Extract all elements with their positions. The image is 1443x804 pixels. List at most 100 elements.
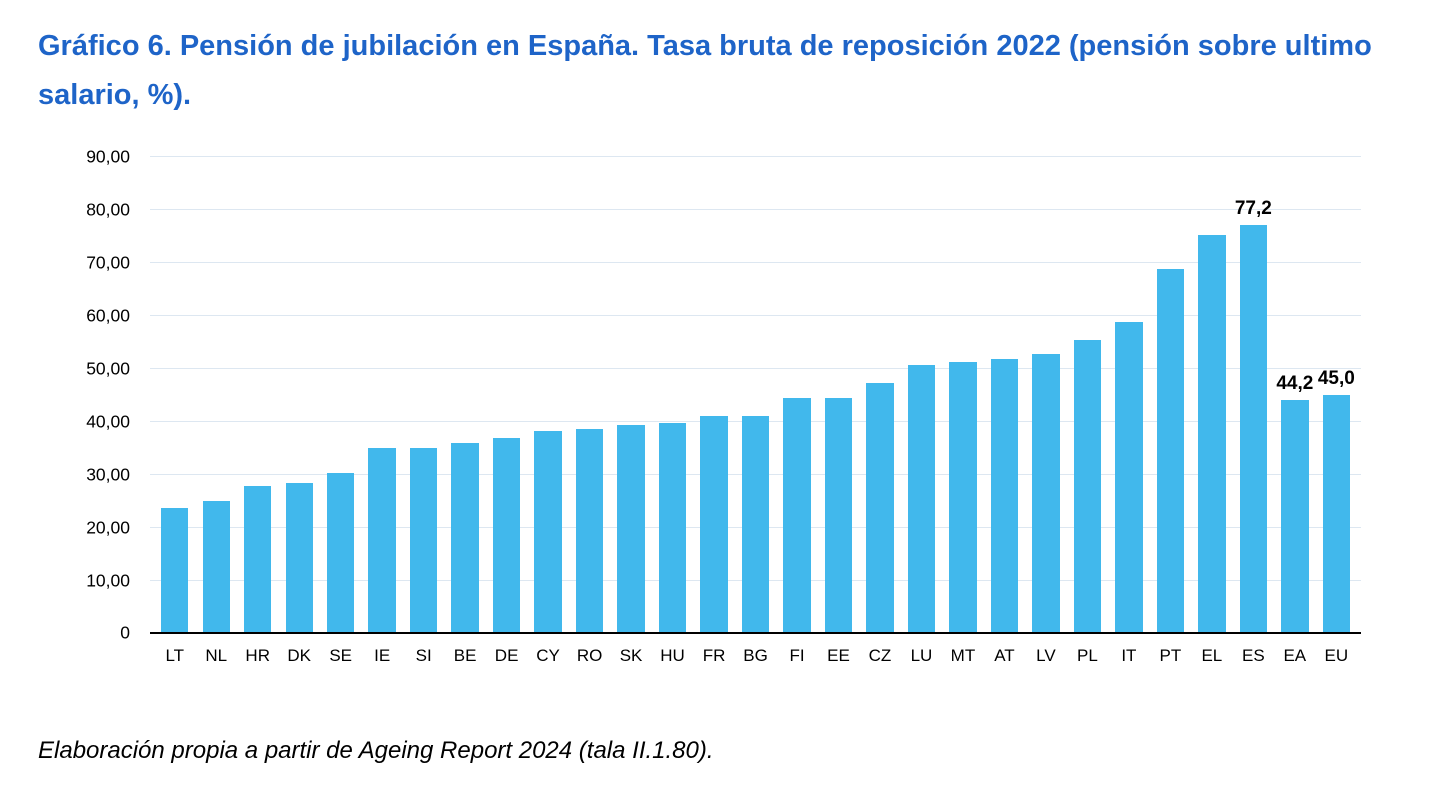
bar-cy	[534, 431, 562, 634]
bar-at	[990, 358, 1019, 634]
x-axis-label: HU	[660, 646, 685, 666]
y-axis-tick-label: 90,00	[86, 146, 130, 167]
bar-el	[1198, 235, 1226, 634]
x-axis-label: IE	[374, 646, 391, 666]
bar-chart: LT NL HR DK SE IE SI BE DE CY RO SK HU FR BG FI EE CZ LU MT…	[38, 143, 1403, 675]
x-axis-label: CY	[536, 646, 560, 666]
x-axis-label: PT	[1159, 646, 1182, 666]
x-axis-label: LV	[1036, 646, 1056, 666]
gridline	[150, 315, 1361, 317]
bar-slot: DK	[278, 157, 319, 665]
bar-lt	[161, 507, 189, 634]
x-axis-line	[150, 632, 1361, 635]
bar-slot: LV	[1025, 157, 1066, 665]
bar-be	[451, 443, 479, 634]
bar-si	[409, 448, 438, 634]
bar-ee	[824, 398, 853, 634]
y-axis-tick-label: 30,00	[86, 464, 130, 485]
bar-slot: EL	[1191, 157, 1232, 665]
x-axis-label: FI	[789, 646, 805, 666]
bar-slot: CY	[527, 157, 568, 665]
bar-cz	[866, 383, 894, 634]
x-axis-label: IT	[1121, 646, 1137, 666]
bar-slot: FR	[693, 157, 734, 665]
bar-slot: HU	[652, 157, 693, 665]
bar-slot: NL	[195, 157, 236, 665]
x-axis-label: RO	[576, 646, 603, 666]
bars: LT NL HR DK SE IE SI BE DE CY RO SK HU FR BG FI EE CZ LU MT…	[150, 157, 1361, 666]
gridline	[150, 209, 1361, 211]
x-axis-label: DK	[287, 646, 311, 666]
bar-ie	[368, 448, 396, 634]
bar-de	[492, 437, 521, 634]
y-axis-tick-label: 60,00	[86, 305, 130, 326]
bar-slot: IE	[361, 157, 402, 665]
bar-value-label: 44,2	[1276, 372, 1314, 394]
bar-it	[1115, 321, 1143, 634]
bar-nl	[202, 501, 230, 634]
bar-slot: BE	[444, 157, 485, 665]
x-axis-label: EU	[1324, 646, 1349, 666]
bar-hu	[658, 423, 687, 634]
x-axis-label: FR	[702, 646, 726, 666]
bar-es	[1239, 225, 1268, 634]
bar-slot: RO	[569, 157, 610, 665]
bar-ro	[575, 429, 604, 634]
x-axis-label: SK	[619, 646, 643, 666]
bar-slot: HR	[237, 157, 278, 665]
bar-lu	[907, 365, 936, 634]
x-axis-label: AT	[994, 646, 1015, 666]
x-axis-label: SE	[329, 646, 353, 666]
bar-slot: PL	[1067, 157, 1108, 665]
bar-lv	[1032, 353, 1060, 634]
bar-se	[326, 473, 355, 634]
bar-pl	[1073, 339, 1102, 634]
y-axis-tick-label: 80,00	[86, 199, 130, 220]
x-axis-label: NL	[205, 646, 228, 666]
bar-slot: CZ	[859, 157, 900, 665]
bar-bg	[741, 416, 770, 634]
gridline	[150, 156, 1361, 158]
x-axis-label: LU	[910, 646, 933, 666]
bar-value-label: 77,2	[1234, 198, 1272, 220]
bar-slot: EE	[818, 157, 859, 665]
bar-slot: PT	[1150, 157, 1191, 665]
bar-slot: LU	[901, 157, 942, 665]
bar-slot: MT	[942, 157, 983, 665]
x-axis-label: SI	[415, 646, 432, 666]
bar-pt	[1156, 269, 1185, 634]
bar-fi	[783, 398, 811, 634]
bar-sk	[617, 424, 645, 634]
plot-area: LT NL HR DK SE IE SI BE DE CY RO SK HU FR BG FI EE CZ LU MT…	[86, 147, 1361, 666]
y-axis-tick-label: 70,00	[86, 252, 130, 273]
bar-slot: LT	[154, 157, 195, 665]
bar-slot: SE	[320, 157, 361, 665]
bar-slot: 44,2 EA	[1274, 157, 1315, 666]
bar-ea	[1281, 399, 1309, 634]
x-axis-label: HR	[245, 646, 270, 666]
chart-title: Gráfico 6. Pensión de jubilación en Espa…	[38, 30, 1372, 111]
bar-hr	[244, 486, 272, 634]
bar-mt	[949, 361, 977, 634]
x-axis-label: EL	[1201, 646, 1223, 666]
y-axis-tick-label: 0	[120, 622, 130, 643]
bar-slot: IT	[1108, 157, 1149, 665]
bar-slot: 77,2 ES	[1233, 157, 1274, 665]
x-axis-label: ES	[1241, 646, 1265, 666]
bar-slot: BG	[735, 157, 776, 665]
bar-slot: SI	[403, 157, 444, 665]
bar-slot: FI	[776, 157, 817, 665]
x-axis-label: CZ	[868, 646, 892, 666]
y-axis-tick-label: 50,00	[86, 358, 130, 379]
x-axis-label: BE	[453, 646, 477, 666]
x-axis-label: BG	[743, 646, 768, 666]
x-axis-label: EA	[1283, 646, 1307, 666]
gridline	[150, 368, 1361, 369]
bar-dk	[285, 483, 313, 634]
gridline	[150, 262, 1361, 264]
x-axis-label: EE	[827, 646, 850, 666]
x-axis-label: LT	[165, 646, 185, 666]
y-axis-tick-label: 10,00	[86, 570, 130, 591]
x-axis-label: MT	[950, 646, 976, 666]
